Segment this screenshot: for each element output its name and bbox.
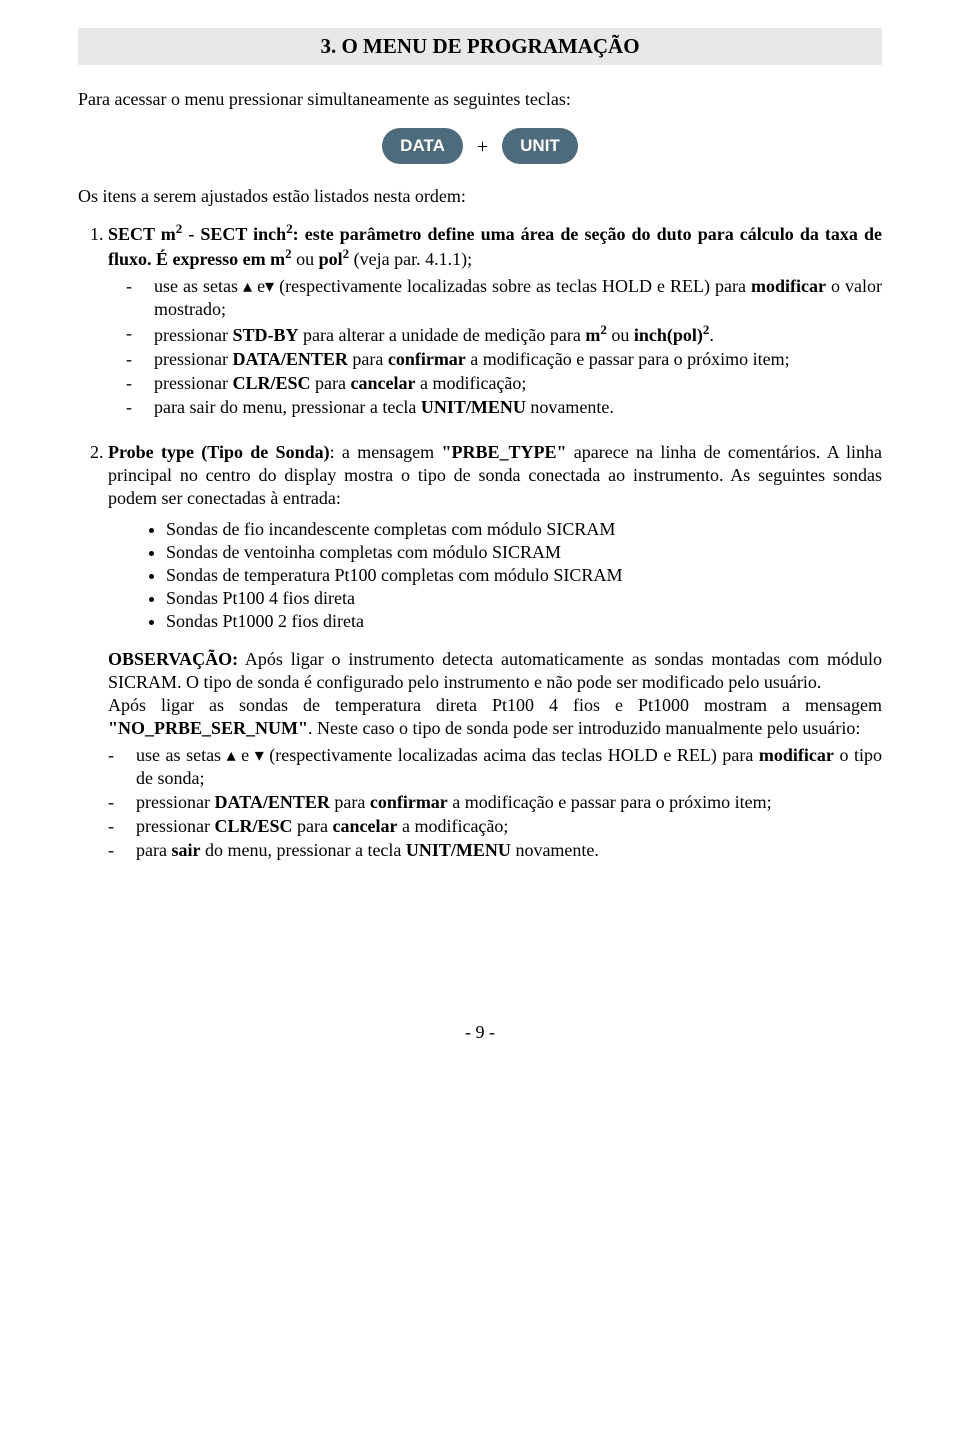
section-header: 3. O MENU DE PROGRAMAÇÃO [78,28,882,65]
item1-text: SECT m2 - SECT inch2: este parâmetro def… [108,224,882,269]
item2-sub-a: use as setas ▴ e ▾ (respectivamente loca… [108,744,882,790]
observation-block: OBSERVAÇÃO: Após ligar o instrumento det… [108,648,882,740]
item1-sub-b: pressionar STD-BY para alterar a unidade… [126,322,882,347]
page-number: - 9 - [78,1022,882,1043]
bullet-e: Sondas Pt1000 2 fios direta [166,610,882,633]
bullet-b: Sondas de ventoinha completas com módulo… [166,541,882,564]
obs-label: OBSERVAÇÃO: [108,649,238,669]
item2-sub-d: para sair do menu, pressionar a tecla UN… [108,839,882,862]
data-key-pill: DATA [382,128,463,164]
item2-text: Probe type (Tipo de Sonda): a mensagem "… [108,442,882,508]
bullet-c: Sondas de temperatura Pt100 completas co… [166,564,882,587]
item1-sublist: use as setas ▴ e▾ (respectivamente local… [108,275,882,419]
items-list: SECT m2 - SECT inch2: este parâmetro def… [78,221,882,862]
intro-text: Para acessar o menu pressionar simultane… [78,89,882,110]
bullet-d: Sondas Pt100 4 fios direta [166,587,882,610]
item1-sub-d: pressionar CLR/ESC para cancelar a modif… [126,372,882,395]
item1-sub-c: pressionar DATA/ENTER para confirmar a m… [126,348,882,371]
item2-sub-c: pressionar CLR/ESC para cancelar a modif… [108,815,882,838]
items-intro: Os itens a serem ajustados estão listado… [78,186,882,207]
plus-sign: + [477,136,488,159]
item2-sublist: use as setas ▴ e ▾ (respectivamente loca… [108,744,882,862]
item2-sub-b: pressionar DATA/ENTER para confirmar a m… [108,791,882,814]
item-2: Probe type (Tipo de Sonda): a mensagem "… [108,441,882,862]
key-combo-row: DATA + UNIT [78,128,882,164]
item1-sub-a: use as setas ▴ e▾ (respectivamente local… [126,275,882,321]
item2-bullets: Sondas de fio incandescente completas co… [108,518,882,633]
item1-sub-e: para sair do menu, pressionar a tecla UN… [126,396,882,419]
section-title: 3. O MENU DE PROGRAMAÇÃO [320,34,639,58]
item-1: SECT m2 - SECT inch2: este parâmetro def… [108,221,882,419]
unit-key-pill: UNIT [502,128,578,164]
bullet-a: Sondas de fio incandescente completas co… [166,518,882,541]
